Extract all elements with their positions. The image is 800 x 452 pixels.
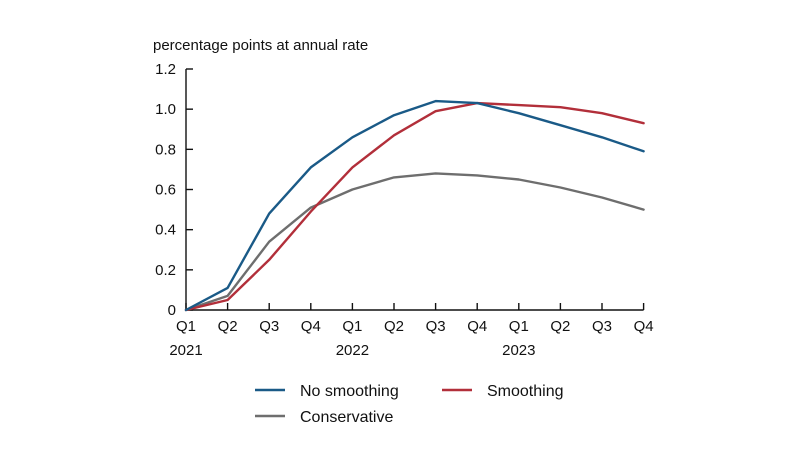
- x-tick-label: Q3: [426, 318, 446, 335]
- x-tick-label: Q4: [467, 318, 487, 335]
- axes: 0 0.2 0.4 0.6 0.8 1.0 1.2 Q1 Q2 Q3 Q4 Q1 Q2 Q3 Q4 Q1 Q2 Q…: [155, 61, 653, 359]
- y-tick-label: 0: [168, 302, 176, 319]
- y-tick-label: 1.2: [155, 61, 176, 78]
- x-year-label: 2022: [336, 342, 369, 359]
- x-tick-label: Q1: [509, 318, 529, 335]
- series-line-no-smoothing: [184, 99, 645, 312]
- x-year-label: 2021: [169, 342, 202, 359]
- y-tick-label: 0.4: [155, 222, 176, 239]
- y-tick-label: 0.2: [155, 262, 176, 279]
- x-tick-label: Q3: [592, 318, 612, 335]
- x-tick-label: Q1: [176, 318, 196, 335]
- x-tick-label: Q2: [550, 318, 570, 335]
- legend-label-no-smoothing: No smoothing: [300, 383, 399, 400]
- y-tick-label: 0.6: [155, 182, 176, 199]
- x-tick-label: Q4: [301, 318, 321, 335]
- x-tick-label: Q3: [259, 318, 279, 335]
- x-tick-label: Q2: [384, 318, 404, 335]
- series-lines: [184, 99, 645, 312]
- legend: No smoothing Smoothing Conservative: [255, 383, 564, 426]
- x-tick-label: Q2: [218, 318, 238, 335]
- y-tick-label: 0.8: [155, 141, 176, 158]
- legend-label-conservative: Conservative: [300, 409, 393, 426]
- x-year-label: 2023: [502, 342, 535, 359]
- x-tick-label: Q4: [634, 318, 654, 335]
- legend-label-smoothing: Smoothing: [487, 383, 564, 400]
- y-tick-label: 1.0: [155, 101, 176, 118]
- x-tick-label: Q1: [342, 318, 362, 335]
- y-axis-title: percentage points at annual rate: [153, 37, 368, 54]
- series-line-conservative: [184, 172, 645, 312]
- series-line-smoothing: [184, 101, 645, 312]
